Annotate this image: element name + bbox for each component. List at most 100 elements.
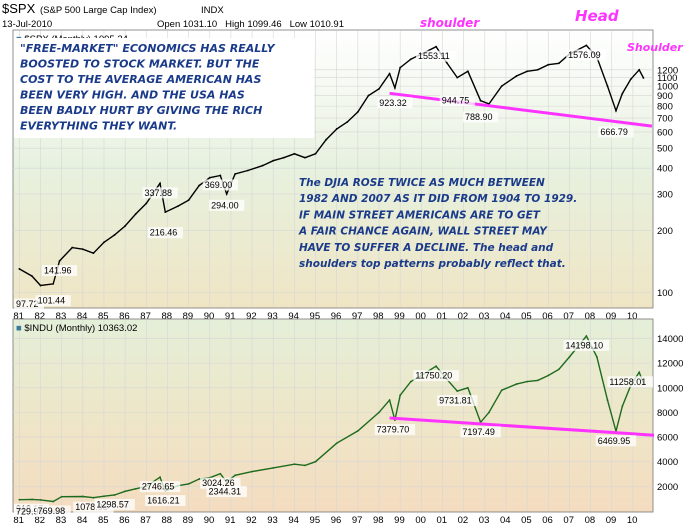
indu-data-point — [500, 389, 503, 392]
indu-x-tick-label: 88 — [161, 515, 172, 526]
spx-x-tick-label: 10 — [627, 311, 638, 322]
spx-data-point — [615, 109, 617, 112]
spx-x-tick-label: 05 — [521, 311, 532, 322]
spx-data-point — [234, 173, 237, 175]
spx-value-label: 294.00 — [209, 199, 245, 211]
spx-data-point — [388, 72, 391, 75]
indu-data-point — [557, 368, 560, 371]
spx-data-point — [159, 182, 161, 185]
indu-y-tick-label: 2000 — [657, 482, 678, 493]
indu-value-label: 9731.81 — [437, 395, 478, 407]
spx-x-tick-label: 86 — [119, 311, 130, 322]
annotation-line: EVERYTHING THEY WANT. — [20, 120, 177, 133]
spx-x-tick-label: 89 — [183, 311, 194, 322]
spx-data-point — [145, 202, 148, 205]
indu-x-tick-label: 98 — [373, 515, 384, 526]
spx-neckline — [389, 91, 653, 128]
indu-data-point — [18, 498, 21, 501]
header-name: (S&P 500 Large Cap Index) — [40, 5, 157, 16]
indu-data-point — [568, 356, 571, 358]
spx-y-tick-label: 1200 — [657, 65, 678, 76]
spx-x-tick-label: 97 — [352, 311, 363, 322]
head-label: Head — [575, 7, 619, 25]
indu-data-point — [251, 470, 253, 473]
header-date: 13-Jul-2010 — [2, 19, 52, 30]
svg-text:337.88: 337.88 — [144, 188, 172, 198]
indu-data-point — [272, 466, 275, 469]
spx-data-point — [335, 128, 338, 130]
spx-data-point — [435, 45, 438, 48]
svg-text:1078.95: 1078.95 — [75, 502, 108, 512]
annotation-text-2: The DJIA ROSE TWICE AS MUCH BETWEEN 1982 … — [298, 177, 577, 270]
spx-x-tick-label: 01 — [436, 311, 447, 322]
spx-x-tick-label: 85 — [98, 311, 109, 322]
indu-data-point — [39, 499, 42, 501]
svg-text:11750.20: 11750.20 — [415, 371, 452, 381]
indu-y-tick-label: 12000 — [657, 359, 683, 370]
spx-data-point — [346, 121, 349, 123]
spx-data-point — [124, 225, 127, 227]
spx-data-point — [585, 44, 588, 47]
indu-data-point — [596, 356, 598, 358]
spx-data-point — [629, 78, 632, 81]
indu-data-point — [103, 495, 105, 498]
indu-x-tick-label: 00 — [415, 515, 426, 526]
spx-y-tick-label: 1000 — [657, 82, 678, 93]
annotation-line: BEEN BADLY HURT BY GIVING THE RICH — [20, 104, 262, 117]
indu-value-label: 1078.95 — [73, 501, 114, 513]
spx-data-point — [409, 58, 412, 61]
spx-x-tick-label: 92 — [246, 311, 257, 322]
shoulder-right-label: Shoulder — [627, 41, 683, 54]
indu-y-tick-label: 10000 — [657, 383, 683, 394]
indu-data-point — [304, 464, 306, 467]
spx-data-point — [445, 61, 448, 64]
indu-data-point — [399, 394, 402, 397]
spx-data-point — [456, 76, 459, 79]
spx-data-point — [52, 282, 55, 285]
svg-text:2344.31: 2344.31 — [208, 487, 241, 497]
svg-text:1298.57: 1298.57 — [96, 499, 129, 509]
shoulder-left-label: shoulder — [420, 16, 480, 30]
spx-x-tick-label: 99 — [394, 311, 405, 322]
annotation-line: The DJIA ROSE TWICE AS MUCH BETWEEN — [299, 177, 545, 189]
spx-value-label: 101.44 — [35, 295, 71, 307]
spx-x-tick-label: 88 — [161, 311, 172, 322]
spx-data-point — [500, 85, 503, 88]
svg-text:666.79: 666.79 — [600, 127, 628, 137]
spx-y-tick-label: 500 — [657, 144, 673, 155]
indu-value-label: 11258.01 — [607, 376, 653, 388]
indu-x-tick-label: 94 — [288, 515, 299, 526]
indu-value-label: 2746.65 — [139, 481, 181, 493]
indu-data-point — [388, 399, 391, 401]
indu-grid: 2000 4000 6000 8000 10000 12000 14000 81 82 83 84 8… — [13, 320, 683, 526]
indu-value-label: 14198.10 — [563, 340, 610, 352]
indu-data-point — [536, 379, 539, 382]
indu-x-tick-label: 86 — [119, 515, 130, 526]
spx-value-label: 369.00 — [202, 179, 238, 191]
spx-data-point — [621, 92, 624, 95]
spx-data-point — [208, 176, 211, 179]
spx-data-point — [466, 70, 469, 73]
indu-data-point — [638, 371, 641, 374]
spx-x-tick-label: 02 — [458, 311, 469, 322]
indu-data-point — [314, 460, 317, 463]
spx-data-point — [479, 99, 482, 102]
indu-data-point — [515, 383, 518, 385]
svg-text:729.95: 729.95 — [16, 507, 44, 517]
svg-text:294.00: 294.00 — [211, 200, 239, 210]
spx-data-point — [31, 275, 33, 278]
indu-x-tick-label: 07 — [563, 515, 574, 526]
svg-text:97.72: 97.72 — [16, 299, 39, 309]
spx-x-tick-label: 95 — [310, 311, 321, 322]
spx-data-point — [606, 85, 609, 88]
spx-data-point — [164, 211, 167, 214]
spx-y-tick-label: 900 — [657, 91, 673, 102]
indu-x-tick-label: 06 — [542, 515, 553, 526]
spx-value-label: 337.88 — [142, 187, 178, 199]
spx-x-tick-label: 00 — [415, 311, 426, 322]
indu-x-tick-label: 96 — [331, 515, 342, 526]
spx-data-point — [92, 252, 95, 255]
spx-data-point — [272, 159, 275, 162]
svg-text:788.90: 788.90 — [465, 112, 493, 122]
